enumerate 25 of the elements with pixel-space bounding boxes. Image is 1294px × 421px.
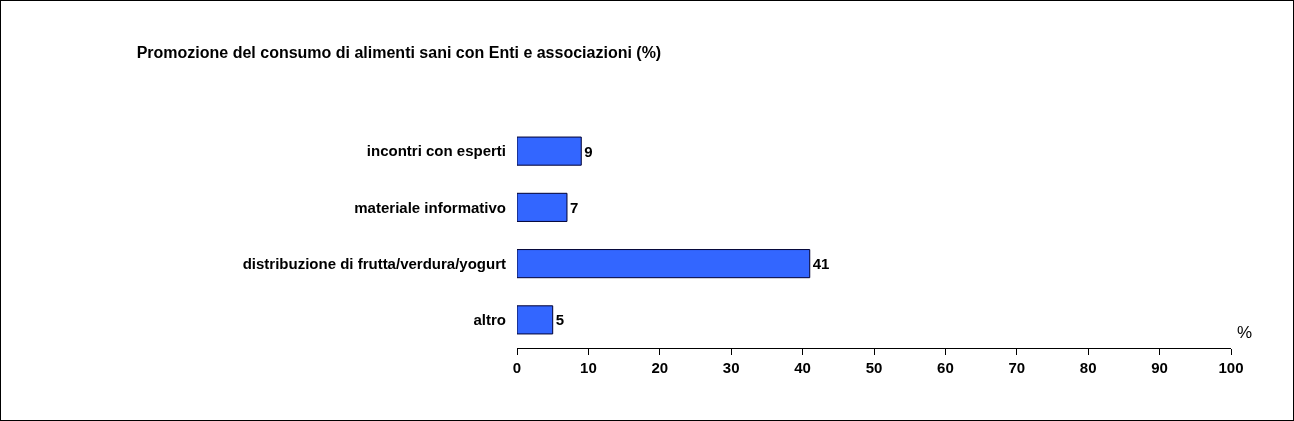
bar [517,249,811,279]
data-label: 5 [555,311,565,329]
bar [517,192,568,222]
bar [517,305,554,335]
x-tick-label: 80 [1079,359,1097,376]
y-tick-label: incontri con esperti [366,142,506,160]
chart-title: Promozione del consumo di alimenti sani con Enti e associazioni (%) [136,44,662,62]
y-tick-label: altro [473,311,506,329]
y-tick-label: distribuzione di frutta/verdura/yogurt [242,254,506,272]
y-tick-label: materiale informativo [354,198,506,216]
bar [517,136,582,166]
x-tick-label: 0 [512,359,522,376]
data-label: 41 [812,255,830,273]
data-label: 7 [569,198,579,216]
x-tick-label: 30 [722,359,740,376]
x-tick-label: 40 [794,359,811,376]
data-label: 9 [584,142,593,160]
x-axis-title: % [1237,323,1253,342]
x-tick-label: 10 [580,359,597,376]
x-tick-label: 90 [1151,359,1168,376]
x-tick-label: 50 [865,359,883,376]
x-tick-label: 70 [1008,359,1026,376]
x-tick-label: 20 [651,359,669,376]
x-tick-label: 100 [1218,359,1244,376]
x-tick-label: 60 [937,359,954,376]
